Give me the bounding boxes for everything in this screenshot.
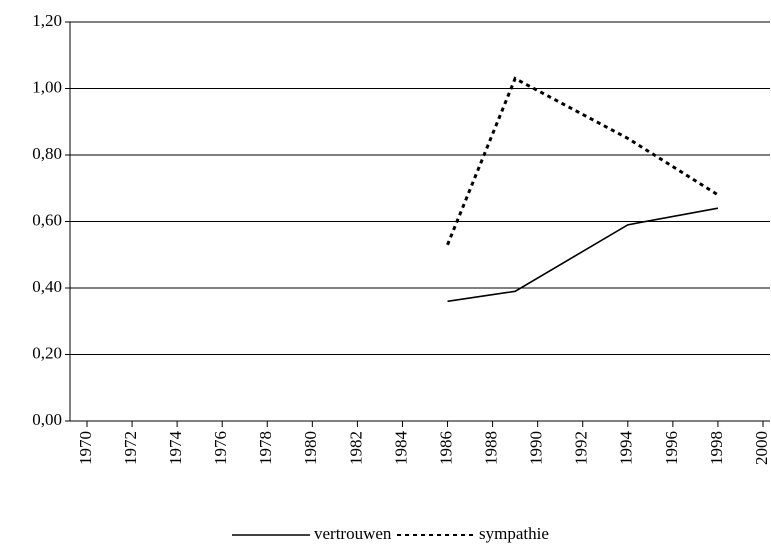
- x-tick-label: 1982: [346, 431, 365, 465]
- legend-label: vertrouwen: [314, 524, 392, 543]
- x-tick-label: 1978: [256, 431, 275, 465]
- y-tick-label: 1,00: [32, 77, 62, 96]
- x-tick-label: 1976: [211, 431, 230, 465]
- y-tick-label: 0,60: [32, 210, 62, 229]
- x-tick-label: 1972: [121, 431, 140, 465]
- line-series: [446, 76, 719, 246]
- x-tick-label: 1988: [482, 431, 501, 465]
- x-tick-label: 2000: [752, 431, 771, 465]
- y-tick-label: 1,20: [32, 11, 62, 30]
- y-tick-label: 0,00: [32, 410, 62, 429]
- x-tick-label: 1992: [572, 431, 591, 465]
- legend-label: sympathie: [479, 524, 549, 543]
- y-tick-label: 0,20: [32, 343, 62, 362]
- line-series: [447, 207, 719, 303]
- x-tick-label: 1998: [707, 431, 726, 465]
- x-tick-label: 1996: [662, 431, 681, 465]
- x-tick-label: 1990: [527, 431, 546, 465]
- x-tick-label: 1980: [301, 431, 320, 465]
- y-tick-label: 0,40: [32, 277, 62, 296]
- y-tick-label: 0,80: [32, 144, 62, 163]
- x-tick-label: 1986: [436, 431, 455, 465]
- x-tick-label: 1970: [76, 431, 95, 465]
- x-tick-label: 1984: [391, 431, 410, 466]
- x-tick-label: 1994: [617, 431, 636, 466]
- x-tick-label: 1974: [166, 431, 185, 466]
